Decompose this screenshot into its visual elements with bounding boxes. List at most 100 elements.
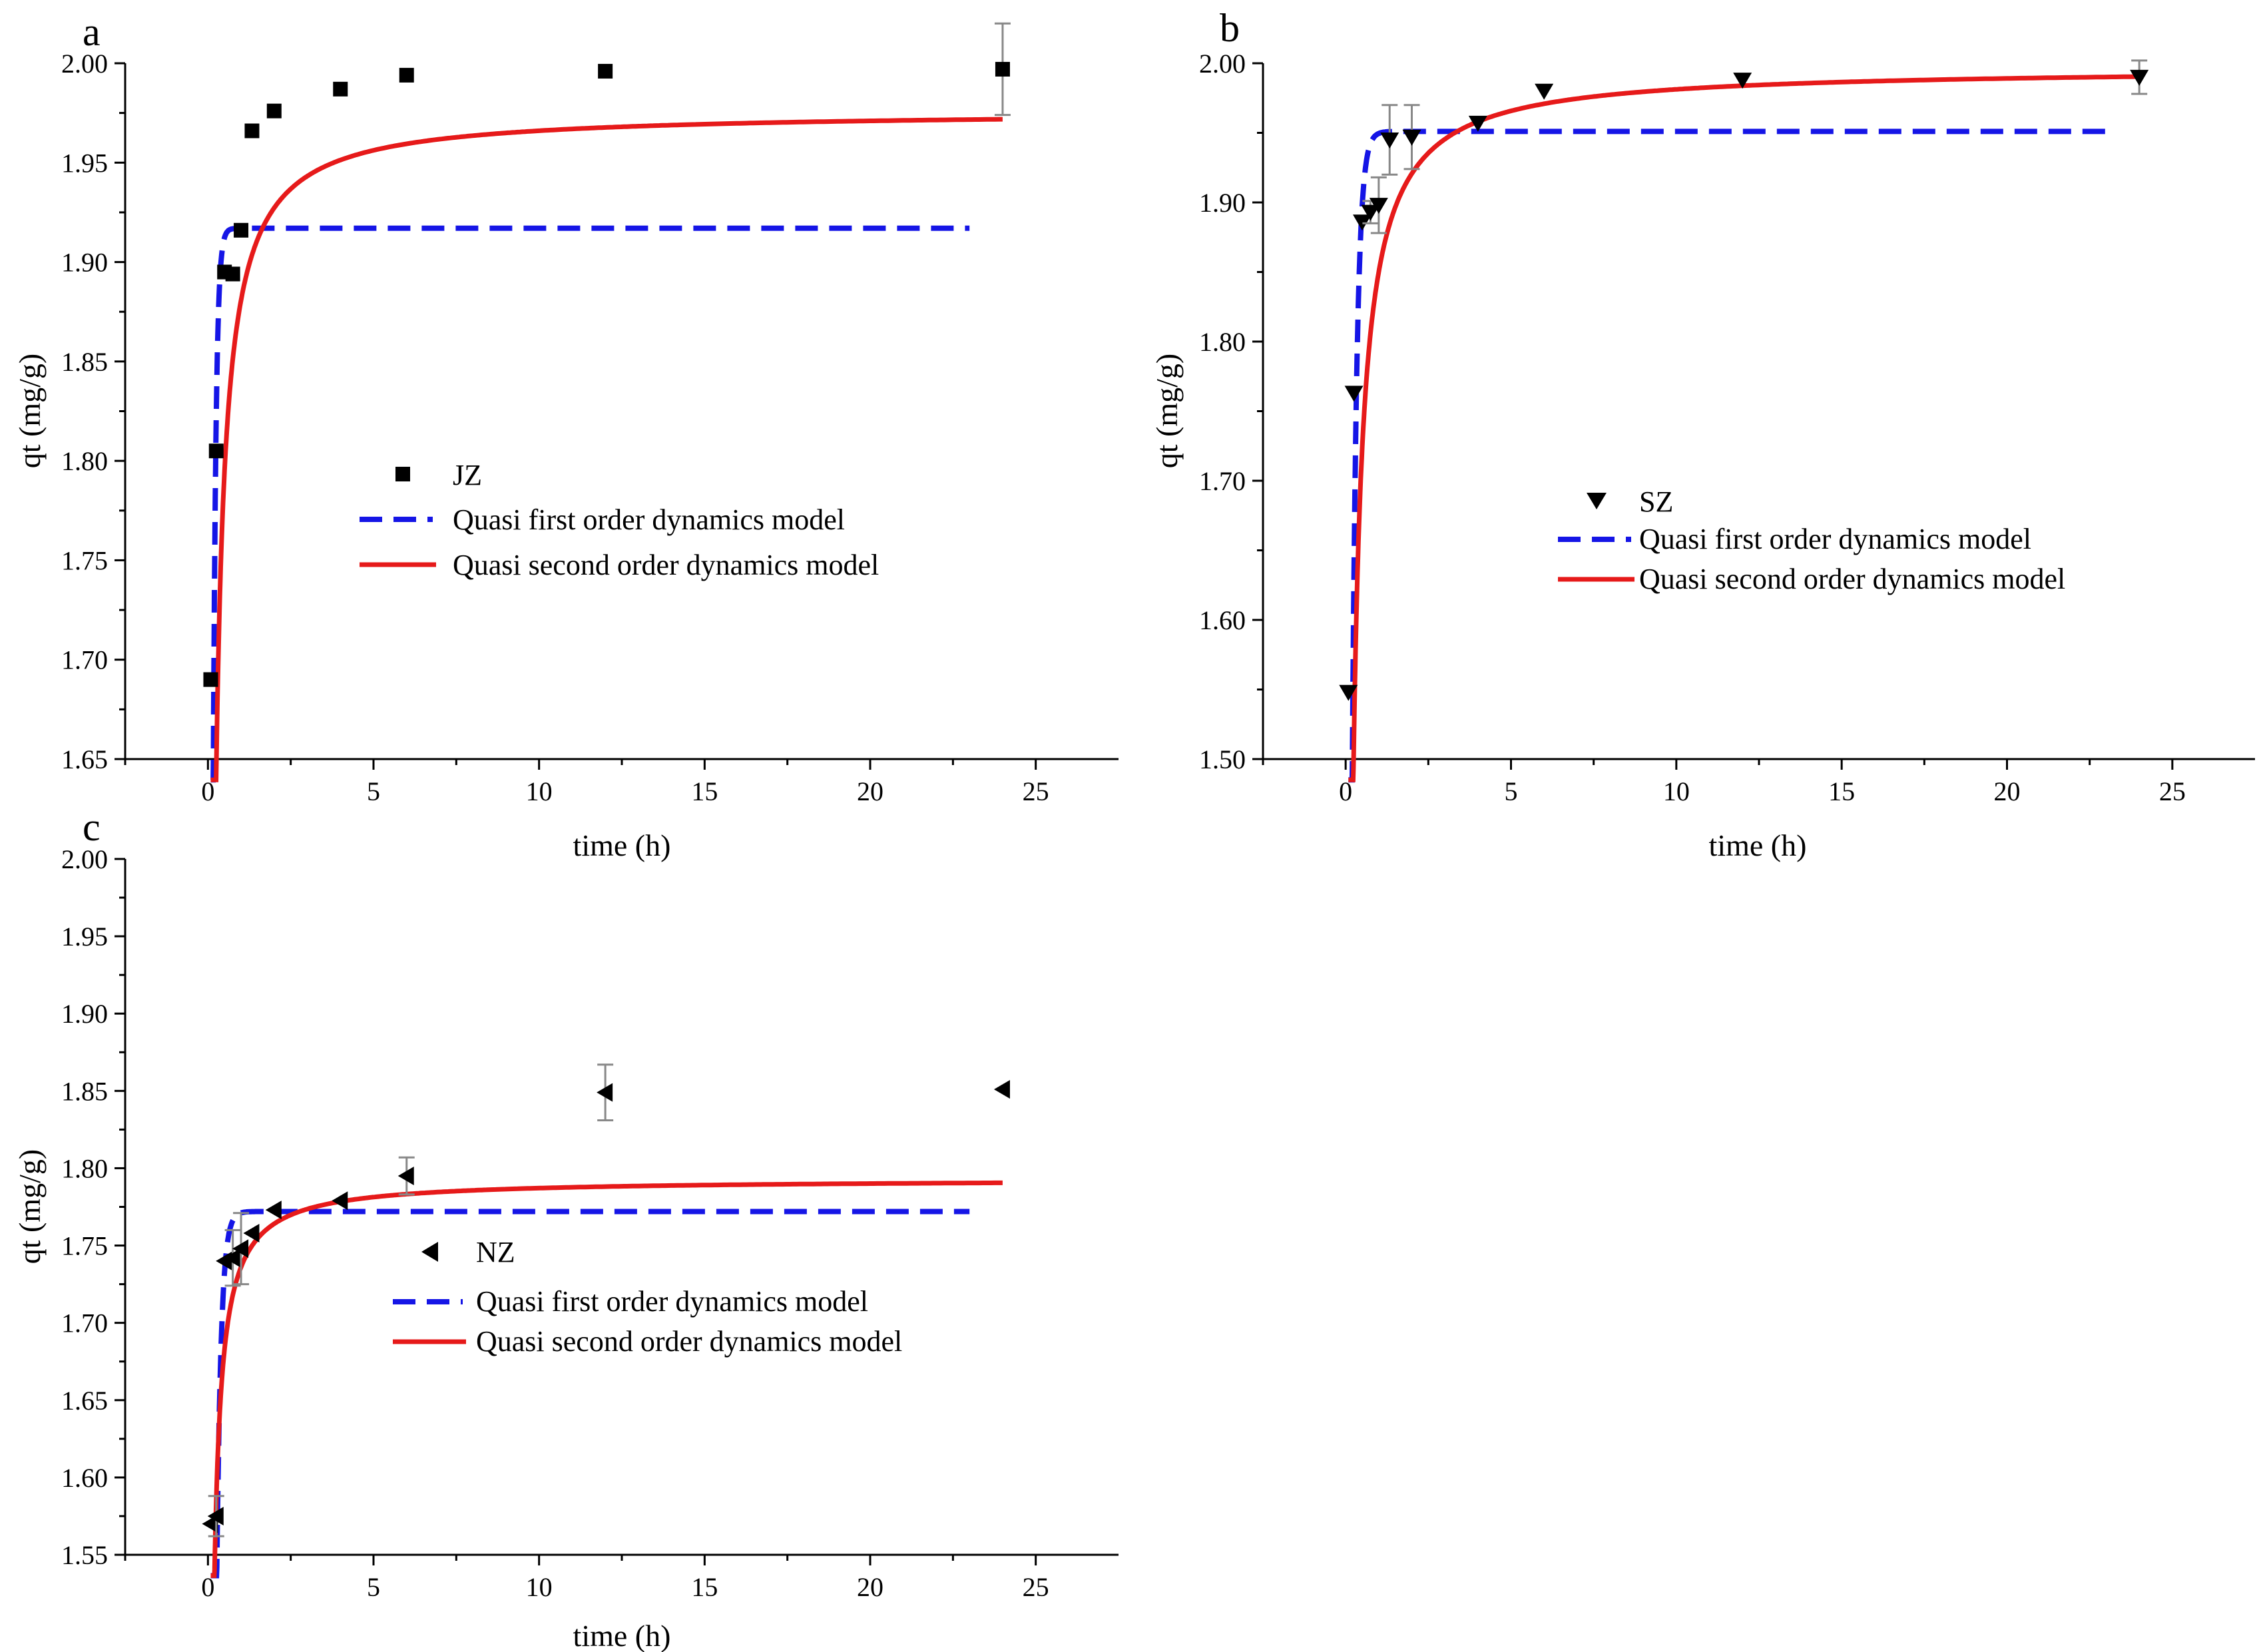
data-point <box>234 222 249 238</box>
y-tick-label: 1.75 <box>61 1231 108 1261</box>
x-tick-label: 15 <box>691 1572 718 1602</box>
y-tick-label: 2.00 <box>61 844 108 874</box>
data-point <box>1353 214 1372 231</box>
x-tick-label: 20 <box>857 1572 883 1602</box>
panel-c-legend-pso: Quasi second order dynamics model <box>476 1325 902 1358</box>
panel-b-legend-marker-sz <box>1587 493 1607 509</box>
x-tick-label: 20 <box>857 776 883 806</box>
data-point <box>993 1080 1010 1099</box>
panel-c-legend: NZ Quasi first order dynamics model Quas… <box>393 1236 902 1358</box>
data-point <box>995 61 1010 77</box>
x-tick-label: 15 <box>1828 776 1855 806</box>
panel-c-x-title: time (h) <box>573 1619 671 1652</box>
panel-c: c 0 5 10 15 20 25 1.55 1.60 1.65 1.70 1.75 1.80 1.85… <box>13 805 1119 1652</box>
x-tick-label: 25 <box>1023 776 1049 806</box>
x-tick-label: 10 <box>526 1572 553 1602</box>
y-tick-label: 1.90 <box>61 248 108 278</box>
data-point <box>332 1191 348 1211</box>
data-point <box>207 1506 224 1525</box>
panel-c-model-lines <box>210 1180 1003 1579</box>
data-point <box>244 123 260 138</box>
x-tick-label: 0 <box>1339 776 1352 806</box>
data-point <box>2130 69 2149 86</box>
x-tick-label: 20 <box>1994 776 2021 806</box>
data-point <box>243 1223 260 1242</box>
y-tick-label: 1.90 <box>61 999 108 1029</box>
data-point <box>1733 73 1752 89</box>
panel-c-legend-pfo: Quasi first order dynamics model <box>476 1285 868 1318</box>
y-tick-label: 1.50 <box>1199 744 1246 774</box>
panel-a-points <box>203 22 1011 687</box>
y-tick-label: 1.75 <box>61 545 108 575</box>
panel-c-y-title: qt (mg/g) <box>13 1149 47 1264</box>
panel-b-y-title: qt (mg/g) <box>1150 354 1184 468</box>
data-point <box>1535 83 1554 100</box>
data-point <box>1380 132 1399 148</box>
panel-c-legend-marker-nz <box>421 1242 438 1262</box>
panel-b-legend-pfo: Quasi first order dynamics model <box>1639 523 2031 555</box>
data-point <box>208 443 224 459</box>
y-tick-label: 1.95 <box>61 148 108 178</box>
y-tick-label: 1.80 <box>61 446 108 476</box>
data-point <box>225 266 240 282</box>
data-point <box>203 672 218 687</box>
panel-c-pfo-line <box>210 1209 970 1579</box>
data-point <box>1369 198 1388 214</box>
y-tick-label: 1.90 <box>1199 188 1246 218</box>
data-point <box>399 67 414 83</box>
panel-b-pfo-line <box>1348 129 2107 783</box>
panel-a-legend: JZ Quasi first order dynamics model Quas… <box>360 459 879 581</box>
x-tick-label: 15 <box>691 776 718 806</box>
panel-b: b 0 5 10 15 20 25 1.50 1.60 1.70 1.80 1.90 2.00 tim… <box>1150 6 2255 862</box>
y-tick-label: 1.85 <box>61 1076 108 1106</box>
y-tick-label: 1.70 <box>61 645 108 675</box>
x-tick-label: 5 <box>367 776 380 806</box>
data-point <box>224 1248 240 1268</box>
y-tick-label: 2.00 <box>61 49 108 79</box>
y-tick-label: 1.95 <box>61 922 108 952</box>
data-point <box>598 63 613 79</box>
panel-a-legend-jz: JZ <box>453 459 482 491</box>
panel-c-ticks: 0 5 10 15 20 25 1.55 1.60 1.65 1.70 1.75 1.80 1.85 1.… <box>61 844 1049 1602</box>
data-point <box>1344 386 1364 402</box>
y-tick-label: 1.60 <box>1199 605 1246 635</box>
panel-a-x-title: time (h) <box>573 828 671 862</box>
data-point <box>232 1239 249 1258</box>
y-tick-label: 1.65 <box>61 1386 108 1416</box>
panel-c-legend-nz: NZ <box>476 1236 515 1268</box>
panel-a-y-title: qt (mg/g) <box>13 354 47 468</box>
x-tick-label: 0 <box>201 1572 214 1602</box>
y-tick-label: 1.80 <box>1199 327 1246 357</box>
panel-b-model-lines <box>1348 74 2140 783</box>
panel-a-legend-pso: Quasi second order dynamics model <box>453 549 879 581</box>
data-point <box>1402 129 1421 146</box>
panel-a-legend-pfo: Quasi first order dynamics model <box>453 503 845 536</box>
data-point <box>1468 115 1487 132</box>
data-point <box>1361 204 1380 221</box>
data-point <box>265 1201 282 1220</box>
x-tick-label: 25 <box>1023 1572 1049 1602</box>
y-tick-label: 1.85 <box>61 347 108 377</box>
panel-c-points <box>202 1063 1010 1537</box>
x-tick-label: 25 <box>2159 776 2186 806</box>
x-tick-label: 10 <box>1663 776 1690 806</box>
panel-b-ticks: 0 5 10 15 20 25 1.50 1.60 1.70 1.80 1.90 2.00 <box>1199 49 2186 806</box>
panel-b-points <box>1339 59 2149 701</box>
panel-a-model-lines <box>210 117 1003 783</box>
panel-b-pso-line <box>1348 74 2140 782</box>
x-tick-label: 5 <box>367 1572 380 1602</box>
y-tick-label: 2.00 <box>1199 49 1246 79</box>
panel-b-legend: SZ Quasi first order dynamics model Quas… <box>1558 485 2065 595</box>
data-point <box>1339 685 1358 701</box>
y-tick-label: 1.55 <box>61 1540 108 1570</box>
y-tick-label: 1.60 <box>61 1463 108 1493</box>
y-tick-label: 1.70 <box>61 1308 108 1338</box>
panel-a-ticks: 0 5 10 15 20 25 1.65 1.70 1.75 1.80 1.85 1.90 1.95 2.… <box>61 49 1049 806</box>
panel-b-letter: b <box>1220 6 1240 50</box>
panel-a-legend-marker-jz <box>395 467 410 481</box>
panel-a-letter: a <box>83 10 101 54</box>
panel-a: a 0 5 10 15 20 25 1.65 1.70 1.75 1.80 1.85 1.90 1.95… <box>13 10 1119 862</box>
x-tick-label: 10 <box>526 776 553 806</box>
panel-c-pso-line <box>210 1180 1003 1578</box>
